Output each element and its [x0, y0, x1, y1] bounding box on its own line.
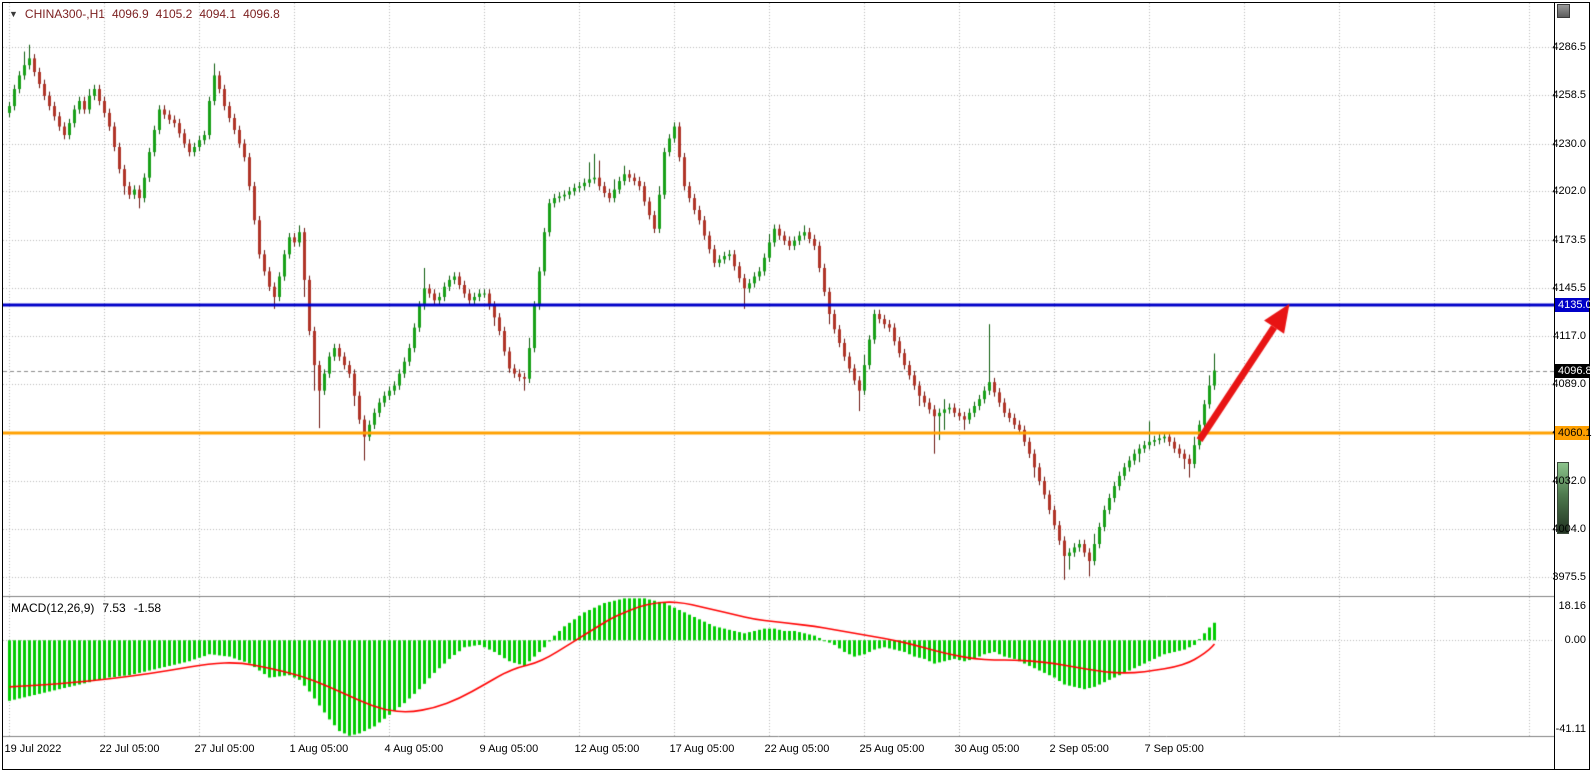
- time-axis-label: 2 Sep 05:00: [1049, 743, 1109, 755]
- price-axis-label: 3975.5: [1552, 571, 1586, 584]
- time-axis-label: 27 Jul 05:00: [194, 743, 255, 755]
- price-axis-label: 4004.0: [1552, 522, 1586, 535]
- scroll-top-button[interactable]: [1557, 4, 1570, 18]
- macd-signal-value: -1.58: [133, 601, 162, 615]
- time-axis-label: 9 Aug 05:00: [479, 743, 539, 755]
- price-axis-label: 4286.5: [1552, 41, 1586, 54]
- price-axis-label: 4173.5: [1552, 233, 1586, 246]
- ohlc-open: 4096.9: [111, 7, 149, 21]
- price-axis-label: 4258.5: [1552, 89, 1586, 102]
- time-axis-label: 22 Aug 05:00: [764, 743, 830, 755]
- support-price-badge: 4060.1: [1555, 426, 1592, 441]
- symbol-header: ▼ CHINA300-,H1 4096.9 4105.2 4094.1 4096…: [9, 7, 280, 21]
- price-axis[interactable]: 4135.0 4096.8 4060.1 18.16 0.00 -41.11 4…: [1552, 3, 1592, 769]
- price-axis-label: 4202.0: [1552, 185, 1586, 198]
- time-axis-label: 30 Aug 05:00: [954, 743, 1020, 755]
- macd-axis-min-label: -41.11: [1555, 723, 1586, 735]
- time-axis-label: 17 Aug 05:00: [669, 743, 735, 755]
- price-axis-label: 4032.0: [1552, 474, 1586, 487]
- macd-axis-max-label: 18.16: [1558, 600, 1586, 612]
- scrollbar-thumb[interactable]: [1557, 462, 1569, 534]
- macd-axis-zero-label: 0.00: [1564, 634, 1586, 647]
- time-axis-label: 19 Jul 2022: [4, 743, 62, 755]
- ohlc-close: 4096.8: [243, 7, 280, 21]
- ohlc-low: 4094.1: [199, 7, 237, 21]
- price-axis-label: 4145.5: [1552, 281, 1586, 294]
- chevron-down-icon[interactable]: ▼: [9, 9, 18, 19]
- time-axis-label: 1 Aug 05:00: [289, 743, 349, 755]
- symbol-period-label: CHINA300-,H1: [24, 7, 105, 21]
- time-axis-label: 22 Jul 05:00: [99, 743, 160, 755]
- time-axis-label: 25 Aug 05:00: [859, 743, 925, 755]
- price-axis-label: 4117.0: [1553, 330, 1586, 343]
- ohlc-high: 4105.2: [155, 7, 193, 21]
- macd-value: 7.53: [102, 601, 126, 615]
- macd-indicator-label: MACD(12,26,9) 7.53 -1.58: [11, 601, 161, 615]
- current-price-badge: 4096.8: [1555, 363, 1592, 378]
- time-axis-label: 12 Aug 05:00: [574, 743, 640, 755]
- resistance-price-badge: 4135.0: [1555, 298, 1592, 313]
- candlestick-chart-canvas[interactable]: [3, 3, 1554, 769]
- price-axis-label: 4230.0: [1552, 137, 1586, 150]
- time-axis-label: 7 Sep 05:00: [1144, 743, 1204, 755]
- time-axis-label: 4 Aug 05:00: [384, 743, 444, 755]
- price-axis-label: 4089.0: [1552, 377, 1586, 390]
- macd-name: MACD(12,26,9): [11, 601, 95, 615]
